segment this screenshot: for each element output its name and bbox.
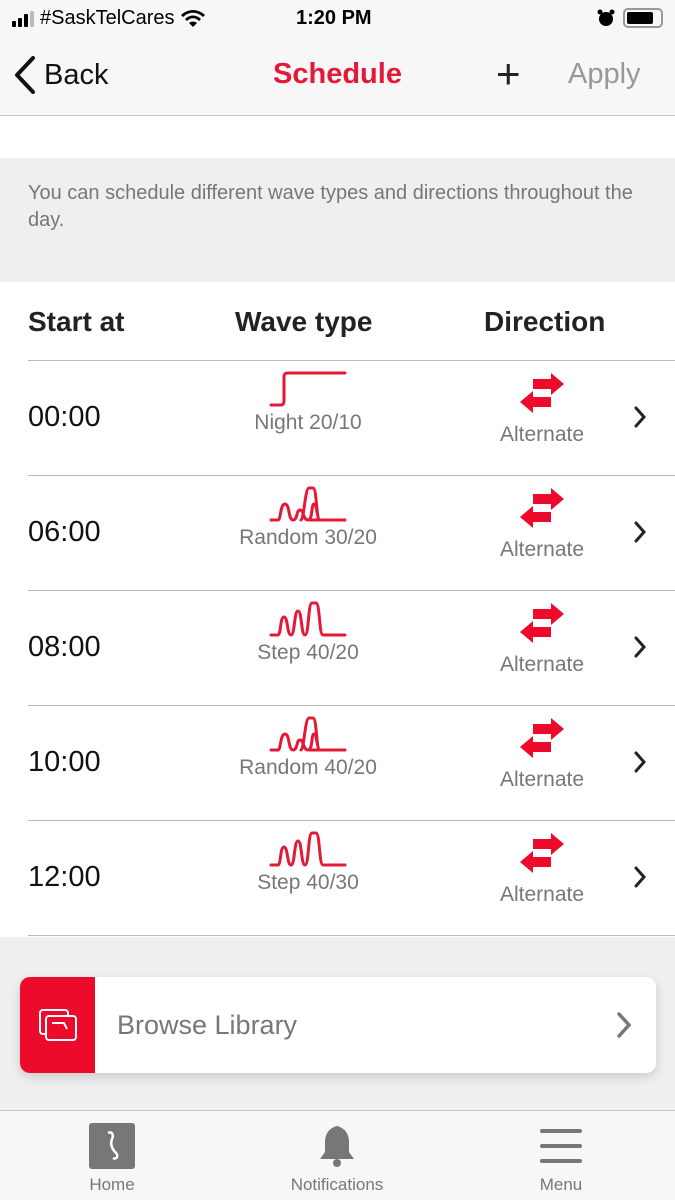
start-time: 12:00	[28, 861, 101, 893]
wifi-icon	[180, 9, 205, 27]
carrier-name: #SaskTelCares	[40, 7, 175, 29]
direction-label: Alternate	[499, 653, 585, 676]
alarm-icon	[597, 9, 615, 26]
status-bar: #SaskTelCares 1:20 PM	[0, 0, 675, 38]
navigation-bar: Back Schedule + Apply	[0, 38, 675, 116]
chevron-right-icon	[634, 751, 647, 773]
signal-icon	[12, 10, 34, 27]
tab-menu-label: Menu	[539, 1175, 583, 1194]
tab-home[interactable]: Home	[32, 1123, 192, 1195]
wave-type-label: Random 40/20	[239, 756, 377, 779]
chevron-right-icon	[634, 636, 647, 658]
schedule-table: Start at Wave type Direction 00:00 Night…	[0, 282, 675, 937]
wave-type-label: Step 40/20	[257, 641, 359, 664]
bell-icon	[320, 1126, 354, 1167]
spacer	[0, 116, 675, 158]
alternate-direction-icon	[520, 373, 564, 413]
start-time: 00:00	[28, 401, 101, 433]
apply-button[interactable]: Apply	[568, 58, 641, 90]
direction-cell: Alternate	[482, 488, 602, 562]
wave-type-cell: Step 40/20	[208, 601, 408, 665]
add-button[interactable]: +	[496, 50, 521, 97]
random-wave-icon	[269, 716, 347, 752]
direction-cell: Alternate	[482, 603, 602, 677]
night-wave-icon	[269, 371, 347, 407]
wave-type-label: Step 40/30	[257, 871, 359, 894]
page-title: Schedule	[273, 58, 402, 90]
wave-type-cell: Step 40/30	[208, 831, 408, 895]
wave-type-cell: Random 40/20	[208, 716, 408, 780]
header-start-at: Start at	[28, 306, 125, 337]
table-row[interactable]: 00:00 Night 20/10 Alternate	[28, 361, 675, 476]
alternate-direction-icon	[520, 603, 564, 643]
clock: 1:20 PM	[296, 7, 372, 29]
back-label: Back	[44, 58, 109, 91]
direction-label: Alternate	[499, 883, 585, 906]
direction-label: Alternate	[499, 768, 585, 791]
header-direction: Direction	[484, 306, 606, 337]
tab-home-label: Home	[89, 1175, 135, 1194]
alternate-direction-icon	[520, 488, 564, 528]
battery-icon	[623, 8, 663, 28]
wave-type-label: Random 30/20	[239, 526, 377, 549]
tab-notifications-label: Notifications	[290, 1175, 384, 1194]
alternate-direction-icon	[520, 718, 564, 758]
chevron-left-icon	[15, 56, 35, 94]
info-text: You can schedule different wave types an…	[0, 158, 675, 282]
start-time: 10:00	[28, 746, 101, 778]
random-wave-icon	[269, 486, 347, 522]
chevron-right-icon	[634, 866, 647, 888]
table-row[interactable]: 06:00 Random 30/20 Alternate	[28, 476, 675, 591]
back-button[interactable]: Back	[14, 56, 108, 94]
tab-menu[interactable]: Menu	[481, 1123, 641, 1195]
hamburger-menu-icon	[540, 1129, 582, 1163]
direction-cell: Alternate	[482, 718, 602, 792]
library-icon	[20, 977, 95, 1073]
home-seahorse-icon	[89, 1123, 135, 1169]
chevron-right-icon	[634, 521, 647, 543]
tab-notifications[interactable]: Notifications	[257, 1123, 417, 1195]
start-time: 06:00	[28, 516, 101, 548]
direction-cell: Alternate	[482, 833, 602, 907]
chevron-right-icon	[617, 1012, 632, 1038]
table-row[interactable]: 08:00 Step 40/20 Alternate	[28, 591, 675, 706]
step-wave-icon	[269, 601, 347, 637]
wave-type-cell: Night 20/10	[208, 371, 408, 435]
chevron-right-icon	[634, 406, 647, 428]
direction-label: Alternate	[499, 538, 585, 561]
browse-library-label: Browse Library	[117, 1010, 298, 1040]
header-wave-type: Wave type	[235, 306, 373, 337]
wave-type-label: Night 20/10	[254, 411, 362, 434]
browse-library-button[interactable]: Browse Library	[20, 977, 656, 1073]
alternate-direction-icon	[520, 833, 564, 873]
direction-label: Alternate	[499, 423, 585, 446]
table-row[interactable]: 10:00 Random 40/20 Alternate	[28, 706, 675, 821]
tab-bar: Home Notifications Menu	[0, 1110, 675, 1200]
wave-type-cell: Random 30/20	[208, 486, 408, 550]
start-time: 08:00	[28, 631, 101, 663]
table-row[interactable]: 12:00 Step 40/30 Alternate	[28, 821, 675, 936]
direction-cell: Alternate	[482, 373, 602, 447]
table-header: Start at Wave type Direction	[28, 282, 675, 361]
step-wave-icon	[269, 831, 347, 867]
